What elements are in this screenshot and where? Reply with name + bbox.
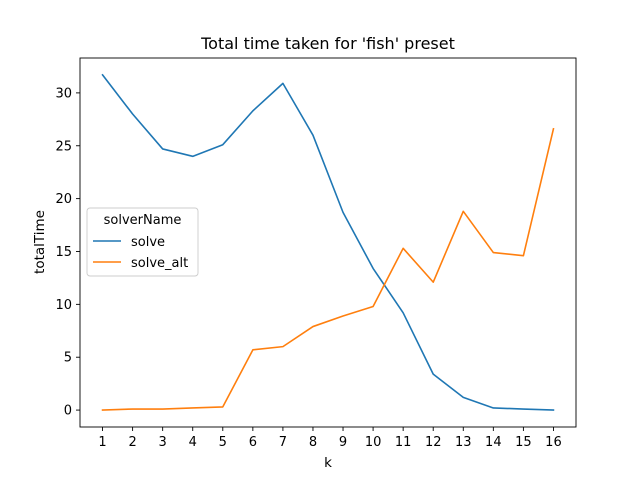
plot-frame xyxy=(79,57,577,428)
x-tick-label: 8 xyxy=(309,435,317,450)
legend-label: solve xyxy=(131,235,165,250)
plot-area xyxy=(79,57,577,428)
legend: solverName solve solve_alt xyxy=(86,207,199,277)
y-axis: 0 5 10 15 20 25 30 xyxy=(55,86,80,419)
y-tick-label: 15 xyxy=(55,245,72,260)
x-axis-label: k xyxy=(324,455,332,471)
x-tick-label: 3 xyxy=(159,435,167,450)
x-tick-label: 1 xyxy=(98,435,106,450)
series-line-solve-alt xyxy=(101,127,555,411)
x-axis: 1 2 3 4 5 6 7 8 9 10 11 12 13 14 15 16 xyxy=(98,427,562,450)
series-line-solve xyxy=(101,73,555,411)
x-tick-label: 12 xyxy=(425,435,442,450)
x-tick-label: 10 xyxy=(365,435,382,450)
x-tick-label: 7 xyxy=(279,435,287,450)
y-tick-label: 10 xyxy=(55,298,72,313)
x-tick-label: 16 xyxy=(545,435,562,450)
legend-label: solve_alt xyxy=(131,256,188,271)
x-tick-label: 11 xyxy=(395,435,412,450)
x-tick-label: 13 xyxy=(455,435,472,450)
y-axis-label: totalTime xyxy=(32,210,48,274)
y-tick-label: 30 xyxy=(55,86,72,101)
x-tick-label: 6 xyxy=(249,435,257,450)
y-tick-label: 0 xyxy=(64,404,72,419)
y-tick-label: 5 xyxy=(64,351,72,366)
x-tick-label: 9 xyxy=(339,435,347,450)
x-tick-label: 2 xyxy=(128,435,136,450)
y-tick-label: 25 xyxy=(55,139,72,154)
chart-title: Total time taken for 'fish' preset xyxy=(200,34,455,53)
legend-box xyxy=(86,207,199,277)
y-tick-label: 20 xyxy=(55,192,72,207)
x-tick-label: 5 xyxy=(219,435,227,450)
legend-title: solverName xyxy=(104,213,182,228)
x-tick-label: 14 xyxy=(485,435,502,450)
x-tick-label: 15 xyxy=(515,435,532,450)
x-tick-label: 4 xyxy=(189,435,197,450)
